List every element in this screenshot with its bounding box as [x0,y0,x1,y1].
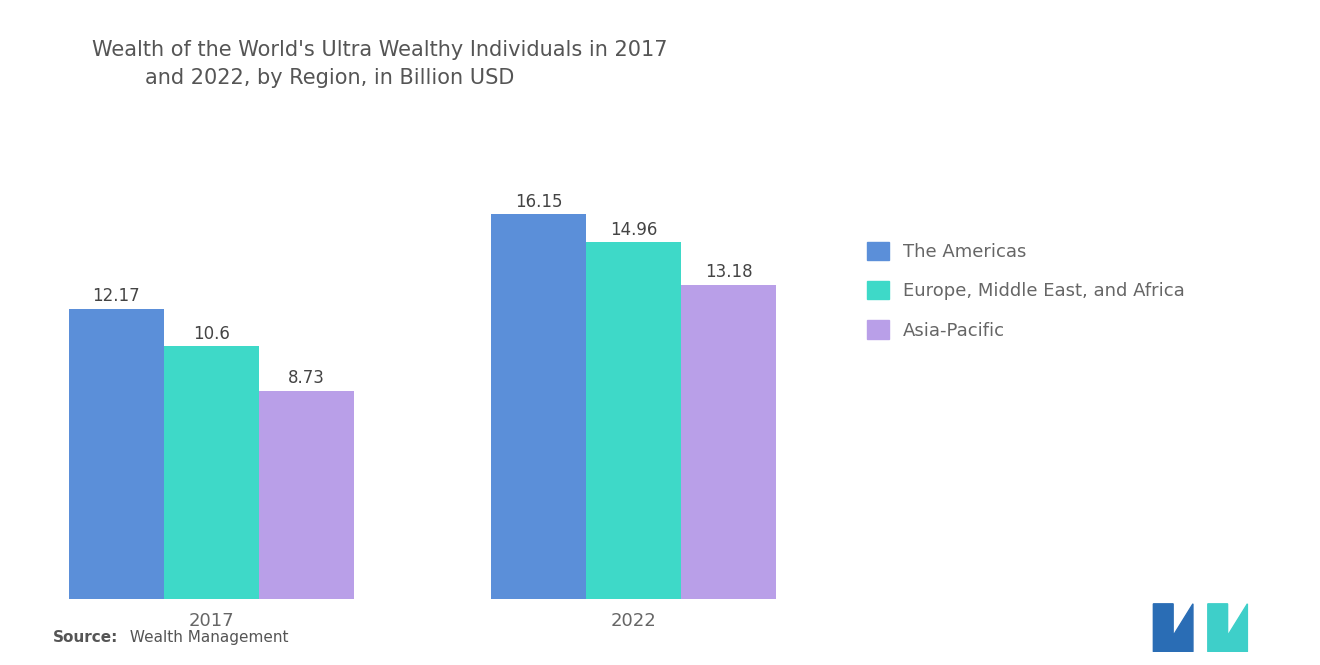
Text: 10.6: 10.6 [193,325,230,342]
Bar [491,214,586,598]
Text: 14.96: 14.96 [610,221,657,239]
Text: 13.18: 13.18 [705,263,752,281]
Polygon shape [1208,604,1247,652]
Text: Wealth Management: Wealth Management [125,630,289,645]
Polygon shape [1154,604,1193,652]
Text: 16.15: 16.15 [515,193,562,211]
Text: Source:: Source: [53,630,119,645]
Bar [586,243,681,598]
Text: 8.73: 8.73 [288,369,325,387]
Text: Wealth of the World's Ultra Wealthy Individuals in 2017
        and 2022, by Reg: Wealth of the World's Ultra Wealthy Indi… [92,40,668,88]
Bar [681,285,776,598]
Legend: The Americas, Europe, Middle East, and Africa, Asia-Pacific: The Americas, Europe, Middle East, and A… [867,242,1185,340]
Bar [69,309,164,598]
Bar [259,391,354,598]
Bar [164,346,259,598]
Text: 12.17: 12.17 [92,287,140,305]
